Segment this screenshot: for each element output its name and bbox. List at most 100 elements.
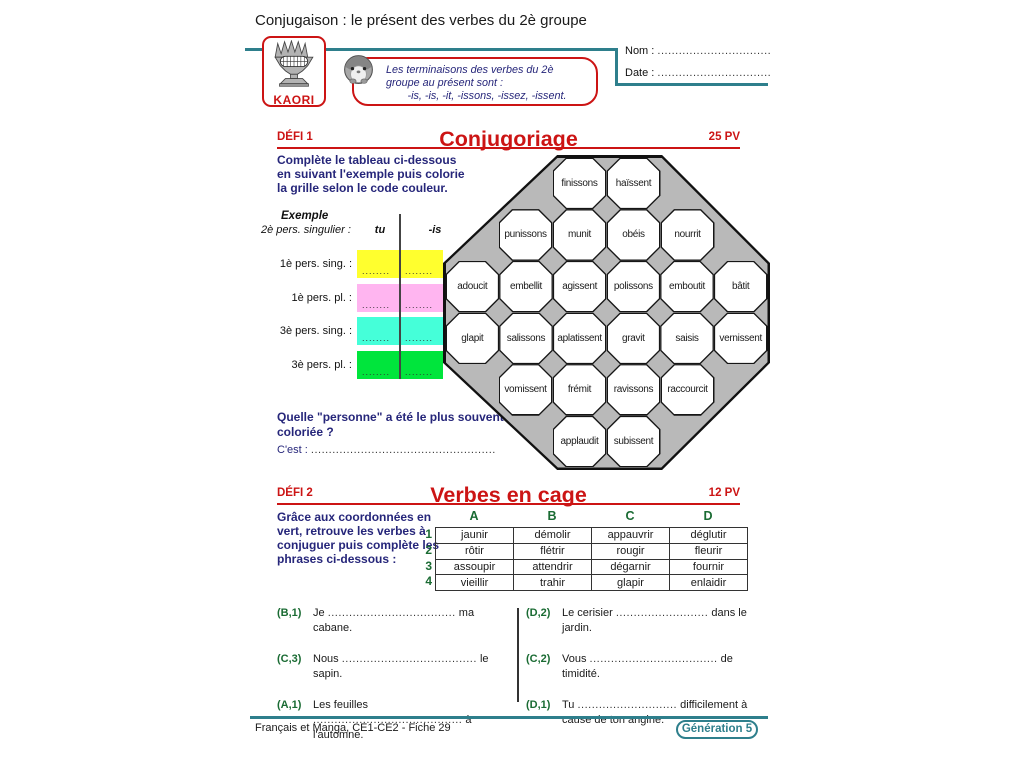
- sentence-a1: (A,1) Les feuilles .....................…: [277, 698, 505, 743]
- grid-cell[interactable]: saisis: [660, 312, 714, 365]
- table-row: vieillir trahir glapir enlaidir: [435, 574, 748, 592]
- defi2-instruction: Grâce aux coordonnées en vert, retrouve …: [277, 510, 440, 566]
- grid-cell[interactable]: salissons: [499, 312, 553, 365]
- date-blank[interactable]: ........................................…: [657, 67, 770, 79]
- verb-table-column-headers: A B C D: [435, 509, 747, 523]
- nomdate-rule: [615, 83, 768, 86]
- grid-cell[interactable]: polissons: [606, 260, 661, 313]
- grid-cell[interactable]: ravissons: [606, 364, 661, 416]
- ending-blank[interactable]: ........: [405, 266, 434, 276]
- verb-cell: appauvrir: [591, 527, 670, 544]
- grid-cell[interactable]: munit: [552, 209, 607, 261]
- verb-cell: flétrir: [513, 542, 592, 560]
- coord-label: (D,2): [526, 607, 551, 619]
- grid-cell[interactable]: haïssent: [606, 157, 661, 210]
- table-row: rôtir flétrir rougir fleurir: [435, 542, 748, 560]
- coord-label: (A,1): [277, 699, 302, 711]
- grid-cell[interactable]: aplatissent: [552, 312, 607, 365]
- sentences-left-column: (B,1) Je ...............................…: [277, 606, 505, 759]
- sentence-blank[interactable]: ....................................: [327, 607, 456, 619]
- grid-cell[interactable]: adoucit: [445, 260, 500, 313]
- grid-row-2: punissons munit obéis nourrit: [446, 209, 768, 261]
- grid-row-3: adoucit embellit agissent polissons embo…: [445, 260, 768, 313]
- verb-cell: vieillir: [435, 574, 514, 592]
- grid-cell[interactable]: finissons: [552, 157, 607, 210]
- ending-blank[interactable]: ........: [405, 366, 434, 377]
- verb-table-row-headers: 1 2 3 4: [420, 527, 432, 590]
- person-row-label: 3è pers. sing. :: [279, 325, 352, 337]
- header-rule: [245, 48, 617, 51]
- pronoun-blank[interactable]: ........: [362, 299, 391, 310]
- grid-row-5: vomissent frémit ravissons raccourcit: [446, 364, 768, 416]
- grid-cell[interactable]: gravit: [606, 312, 661, 365]
- grid-cell[interactable]: glapit: [445, 312, 500, 365]
- verb-cell: jaunir: [435, 527, 514, 544]
- defi1-title: Conjugoriage: [439, 127, 578, 151]
- sentence-b1: (B,1) Je ...............................…: [277, 606, 505, 636]
- nomdate-block: Nom : ..................................…: [625, 45, 770, 89]
- row-header-1: 1: [425, 527, 432, 541]
- ending-blank[interactable]: ........: [405, 299, 434, 310]
- grid-cell[interactable]: obéis: [606, 209, 661, 261]
- sentence-blank[interactable]: ............................: [577, 699, 678, 711]
- verb-cell: fleurir: [669, 542, 748, 560]
- verb-cell: déglutir: [669, 527, 748, 544]
- grid-cell[interactable]: raccourcit: [660, 364, 715, 416]
- verb-table: jaunir démolir appauvrir déglutir rôtir …: [435, 527, 748, 592]
- date-label: Date :: [625, 67, 655, 79]
- tip-endings: -is, -is, -it, -issons, -issez, -issent.: [407, 90, 567, 102]
- verb-cell: attendrir: [513, 558, 592, 576]
- sentence-blank[interactable]: ..........................: [615, 607, 709, 619]
- nom-label: Nom :: [625, 45, 655, 57]
- sentence-before: Je: [313, 607, 325, 619]
- defi1-instruction: Complète le tableau ci-dessous en suivan…: [277, 153, 465, 195]
- verb-cell: rougir: [591, 542, 670, 560]
- answer-blank[interactable]: ........................................…: [310, 444, 496, 456]
- ending-blank[interactable]: ........: [405, 333, 434, 343]
- grid-cell[interactable]: punissons: [498, 209, 553, 261]
- footer-reference: Français et Manga, CE1-CE2 - Fiche 29: [255, 722, 451, 734]
- kaori-logo-box: KAORI: [262, 36, 326, 107]
- verb-cell: dégarnir: [591, 558, 670, 576]
- nom-blank[interactable]: ........................................…: [657, 45, 770, 57]
- pronoun-blank[interactable]: ........: [362, 266, 391, 276]
- verb-cell: démolir: [513, 527, 592, 544]
- col-header-d: D: [703, 509, 713, 523]
- defi2-points: 12 PV: [708, 487, 740, 499]
- grid-cell[interactable]: vernissent: [713, 312, 768, 365]
- sentence-before: Les feuilles: [313, 699, 369, 711]
- tip-speech-bubble: Les terminaisons des verbes du 2è groupe…: [352, 57, 598, 106]
- sentence-blank[interactable]: ....................................: [589, 653, 718, 665]
- pronoun-blank[interactable]: ........: [362, 366, 391, 377]
- defi1-question: Quelle "personne" a été le plus souvent …: [277, 410, 504, 439]
- tip-intro: Les terminaisons des verbes du 2è groupe…: [386, 64, 554, 89]
- sentence-c3: (C,3) Nous .............................…: [277, 652, 505, 682]
- grid-cell[interactable]: vomissent: [498, 364, 553, 416]
- grid-cell[interactable]: frémit: [552, 364, 607, 416]
- table-row: assoupir attendrir dégarnir fournir: [435, 558, 748, 576]
- pronoun-blank[interactable]: ........: [362, 333, 391, 343]
- grid-cell[interactable]: applaudit: [552, 415, 607, 468]
- sentence-blank[interactable]: ......................................: [341, 653, 477, 665]
- hamster-face-icon: [340, 52, 377, 94]
- verb-cell: trahir: [513, 574, 592, 592]
- grid-cell[interactable]: emboutit: [660, 260, 714, 313]
- sentence-after: dans le jardin.: [562, 607, 747, 634]
- sentence-d2: (D,2) Le cerisier ......................…: [526, 606, 769, 636]
- footer-rule: [250, 716, 768, 719]
- person-row-label: 3è pers. pl. :: [291, 358, 352, 371]
- grid-cell[interactable]: subissent: [606, 415, 661, 468]
- grid-cell[interactable]: bâtit: [713, 260, 768, 313]
- verb-cell: fournir: [669, 558, 748, 576]
- grid-cell[interactable]: agissent: [552, 260, 607, 313]
- person-row-label: 1è pers. sing. :: [279, 258, 352, 270]
- sentence-after: de timidité.: [562, 653, 733, 680]
- grid-cell[interactable]: embellit: [499, 260, 553, 313]
- row-header-2: 2: [425, 542, 432, 557]
- grid-cell[interactable]: nourrit: [660, 209, 715, 261]
- defi1-badge: DÉFI 1: [277, 131, 313, 143]
- defi1-points: 25 PV: [708, 131, 740, 143]
- example-person-header: 2è pers. singulier :: [261, 224, 351, 236]
- fill-in-sentences: (B,1) Je ...............................…: [277, 606, 769, 741]
